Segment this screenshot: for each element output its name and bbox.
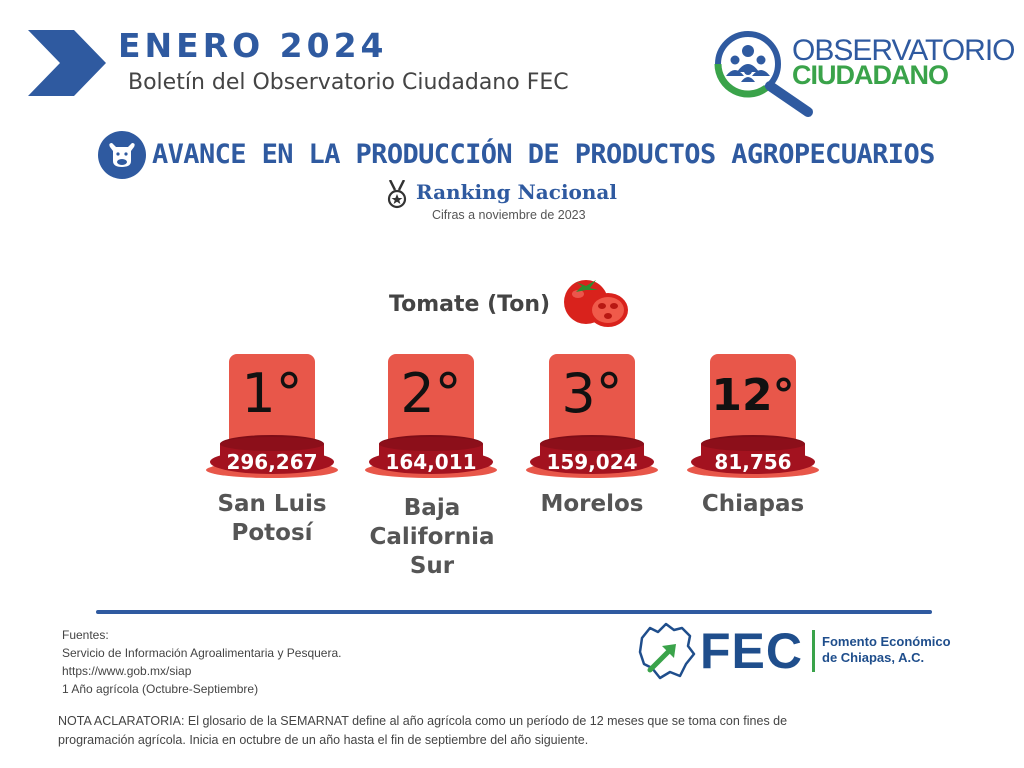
podium-rank: 3° (561, 362, 623, 425)
ciudadano-wordmark: CIUDADANO (792, 60, 949, 90)
podium-rank-3: 3° 159,024 (524, 352, 660, 482)
clarifying-note: NOTA ACLARATORIA: El glosario de la SEMA… (58, 714, 788, 747)
figures-date-note: Cifras a noviembre de 2023 (432, 208, 586, 222)
podium-value: 164,011 (385, 450, 477, 474)
podium-value: 81,756 (714, 450, 792, 474)
observatorio-ciudadano-logo: OBSERVATORIO CIUDADANO (706, 24, 1016, 120)
fec-name-line1: Fomento Económico (822, 634, 951, 649)
product-label: Tomate (Ton) (389, 292, 551, 317)
podium-value: 296,267 (226, 450, 318, 474)
tomato-icon (564, 280, 628, 327)
section-divider (96, 610, 932, 614)
fec-wordmark: FEC (700, 623, 803, 679)
state-name-chiapas: Chiapas (701, 491, 805, 517)
source-line: 1 Año agrícola (Octubre-Septiembre) (62, 682, 259, 696)
medal-icon (387, 180, 407, 209)
podium-base (526, 435, 658, 478)
ranking-title: Ranking Nacional (416, 180, 617, 204)
podium-rank-2: 2° 164,011 (363, 352, 499, 482)
sources-heading: Fuentes: (62, 628, 109, 642)
podium-base (687, 435, 819, 478)
podium-base (365, 435, 497, 478)
podium-value: 159,024 (546, 450, 638, 474)
state-name-san-luis-potosi: San Luis Potosí (217, 491, 327, 546)
source-url: https://www.gob.mx/siap (62, 664, 192, 678)
magnifier-people-icon (714, 31, 813, 117)
bulletin-month-title: ENERO 2024 (118, 26, 388, 65)
fec-logo: FEC Fomento Económico de Chiapas, A.C. (636, 620, 966, 682)
podium-rank: 2° (400, 362, 462, 425)
podium-rank-12: 12° 81,756 (685, 352, 821, 482)
fec-separator (812, 630, 815, 672)
podium-rank: 12° (711, 370, 795, 421)
cow-icon (98, 131, 146, 179)
podium-base (206, 435, 338, 478)
source-line: Servicio de Información Agroalimentaria … (62, 646, 342, 660)
state-name-morelos: Morelos (540, 491, 644, 517)
state-name-baja-california-sur: Baja California Sur (369, 495, 495, 579)
chevron-arrow-icon (28, 30, 106, 96)
fec-name-line2: de Chiapas, A.C. (822, 650, 925, 665)
observatorio-wordmark: OBSERVATORIO (792, 34, 1016, 67)
podium-rank-1: 1° 296,267 (204, 352, 340, 482)
section-title: AVANCE EN LA PRODUCCIÓN DE PRODUCTOS AGR… (152, 139, 935, 170)
sources-block: Fuentes: Servicio de Información Agroali… (62, 626, 341, 698)
bulletin-subtitle: Boletín del Observatorio Ciudadano FEC (128, 70, 569, 95)
chiapas-map-icon (638, 622, 696, 680)
podium-rank: 1° (241, 362, 303, 425)
